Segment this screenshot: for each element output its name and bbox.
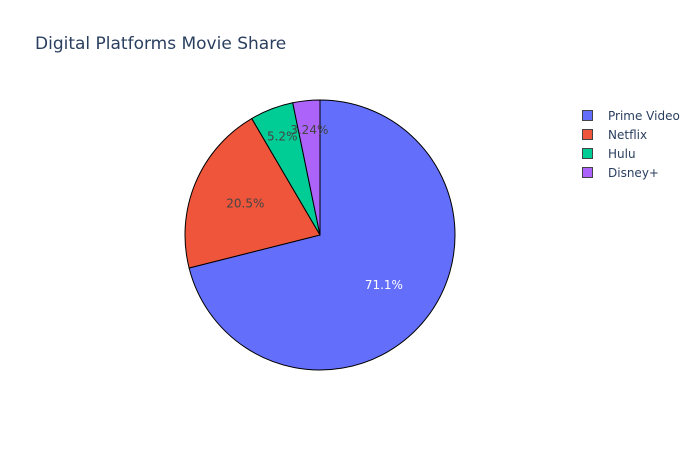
pie-slice-disney[interactable] bbox=[292, 99, 321, 236]
pie-slices bbox=[184, 99, 456, 371]
legend-item-prime-video[interactable]: Prime Video bbox=[582, 106, 680, 125]
legend-swatch-disney bbox=[582, 167, 593, 178]
legend-swatch-netflix bbox=[582, 129, 593, 140]
slice-label-hulu: 5.2% bbox=[267, 130, 298, 144]
legend-label-disney: Disney+ bbox=[608, 165, 659, 180]
legend: Prime Video Netflix Hulu Disney+ bbox=[582, 106, 680, 182]
slice-label-prime-video: 71.1% bbox=[365, 278, 403, 292]
legend-item-disney[interactable]: Disney+ bbox=[582, 163, 680, 182]
pie-slice-netflix[interactable] bbox=[184, 117, 321, 269]
chart-title: Digital Platforms Movie Share bbox=[35, 34, 287, 54]
slice-label-netflix: 20.5% bbox=[226, 197, 264, 211]
legend-swatch-prime-video bbox=[582, 110, 593, 121]
legend-label-prime-video: Prime Video bbox=[608, 108, 680, 123]
legend-item-netflix[interactable]: Netflix bbox=[582, 125, 680, 144]
legend-item-hulu[interactable]: Hulu bbox=[582, 144, 680, 163]
pie-slice-labels: 71.1% 20.5% 5.2%3.24% bbox=[226, 123, 403, 292]
legend-label-netflix: Netflix bbox=[608, 127, 648, 142]
legend-swatch-hulu bbox=[582, 148, 593, 159]
legend-label-hulu: Hulu bbox=[608, 146, 636, 161]
slice-label-disney: 3.24% bbox=[290, 123, 328, 137]
pie-slice-prime-video[interactable] bbox=[188, 99, 456, 371]
